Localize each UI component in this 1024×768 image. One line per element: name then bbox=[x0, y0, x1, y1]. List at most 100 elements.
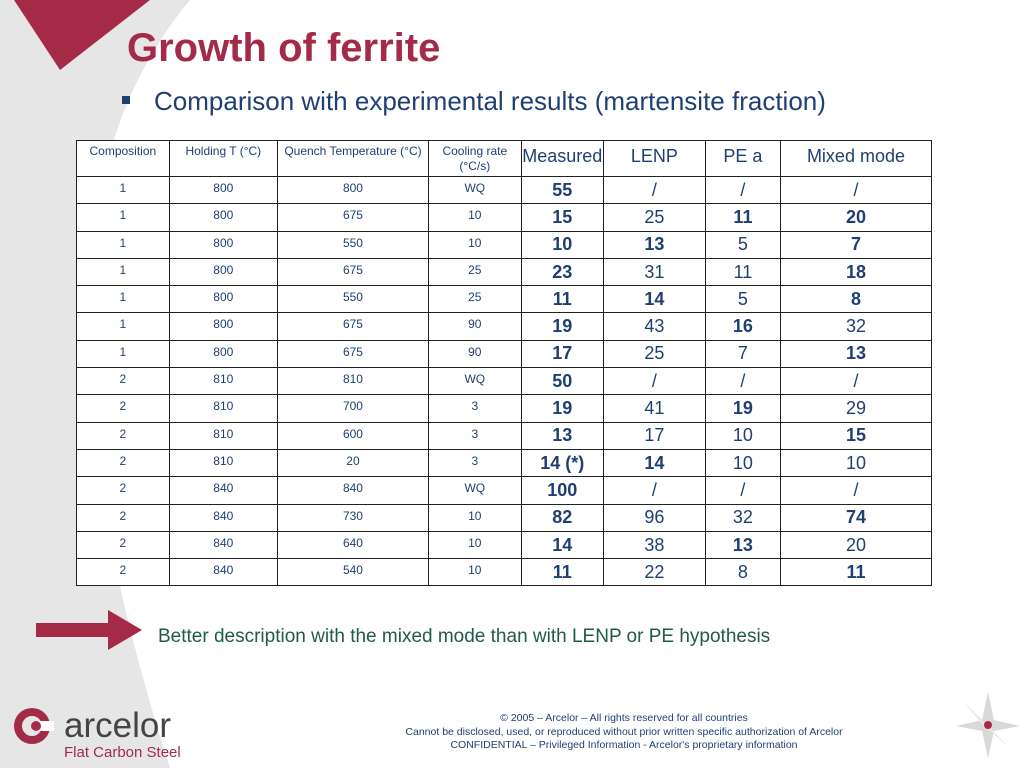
lenp-cell: / bbox=[602, 476, 706, 505]
mixed-mode-cell: 29 bbox=[779, 394, 933, 423]
cooling-rate-cell: 90 bbox=[427, 339, 522, 369]
holding-temperature-cell: 800 bbox=[168, 257, 278, 287]
cooling-rate-cell: 3 bbox=[427, 448, 522, 478]
table-row: 2 810 20 3 14 (*) 14 10 10 bbox=[76, 448, 933, 478]
composition-cell: 2 bbox=[76, 503, 170, 532]
pe-a-cell: 19 bbox=[704, 394, 781, 423]
holding-temperature-cell: 800 bbox=[168, 312, 278, 341]
table-row: 2 840 730 10 82 96 32 74 bbox=[76, 503, 933, 532]
pe-a-cell: 5 bbox=[704, 230, 781, 259]
lenp-cell: 22 bbox=[602, 558, 706, 587]
footer-legal: © 2005 – Arcelor – All rights reserved f… bbox=[324, 712, 924, 753]
holding-temperature-cell: 800 bbox=[168, 203, 278, 232]
header-pe-a: PE a bbox=[704, 140, 781, 177]
holding-temperature-cell: 800 bbox=[168, 175, 278, 205]
measured-cell: 17 bbox=[520, 339, 604, 369]
measured-cell: 19 bbox=[520, 394, 604, 423]
holding-temperature-cell: 810 bbox=[168, 421, 278, 450]
table-header-row: Composition Holding T (°C) Quench Temper… bbox=[76, 140, 933, 177]
quench-temperature-cell: 675 bbox=[276, 203, 429, 232]
quench-temperature-cell: 730 bbox=[276, 503, 429, 532]
pe-a-cell: 32 bbox=[704, 503, 781, 532]
lenp-cell: 14 bbox=[602, 285, 706, 314]
pe-a-cell: 10 bbox=[704, 421, 781, 450]
lenp-cell: 25 bbox=[602, 203, 706, 232]
holding-temperature-cell: 800 bbox=[168, 285, 278, 314]
table-row: 2 840 840 WQ 100 / / / bbox=[76, 476, 933, 505]
cooling-rate-cell: 25 bbox=[427, 285, 522, 314]
pe-a-cell: / bbox=[704, 476, 781, 505]
mixed-mode-cell: / bbox=[779, 175, 933, 205]
composition-cell: 2 bbox=[76, 530, 170, 560]
composition-cell: 1 bbox=[76, 339, 170, 369]
quench-temperature-cell: 20 bbox=[276, 448, 429, 478]
measured-cell: 11 bbox=[520, 285, 604, 314]
composition-cell: 2 bbox=[76, 394, 170, 423]
quench-temperature-cell: 550 bbox=[276, 230, 429, 259]
measured-cell: 14 bbox=[520, 530, 604, 560]
holding-temperature-cell: 800 bbox=[168, 230, 278, 259]
composition-cell: 2 bbox=[76, 421, 170, 450]
table-row: 1 800 675 25 23 31 11 18 bbox=[76, 257, 933, 287]
holding-temperature-cell: 810 bbox=[168, 448, 278, 478]
quench-temperature-cell: 800 bbox=[276, 175, 429, 205]
header-lenp: LENP bbox=[602, 140, 706, 177]
header-measured: Measured bbox=[520, 140, 604, 177]
pe-a-cell: 11 bbox=[704, 203, 781, 232]
lenp-cell: 38 bbox=[602, 530, 706, 560]
measured-cell: 82 bbox=[520, 503, 604, 532]
lenp-cell: 43 bbox=[602, 312, 706, 341]
lenp-cell: 14 bbox=[602, 448, 706, 478]
measured-cell: 55 bbox=[520, 175, 604, 205]
cooling-rate-cell: 90 bbox=[427, 312, 522, 341]
pe-a-cell: 10 bbox=[704, 448, 781, 478]
cooling-rate-cell: 3 bbox=[427, 394, 522, 423]
lenp-cell: 17 bbox=[602, 421, 706, 450]
mixed-mode-cell: 13 bbox=[779, 339, 933, 369]
pe-a-cell: / bbox=[704, 367, 781, 396]
measured-cell: 10 bbox=[520, 230, 604, 259]
lenp-cell: / bbox=[602, 175, 706, 205]
holding-temperature-cell: 810 bbox=[168, 367, 278, 396]
red-corner-triangle bbox=[14, 0, 150, 70]
holding-temperature-cell: 840 bbox=[168, 503, 278, 532]
slide-title: Growth of ferrite bbox=[127, 26, 441, 70]
composition-cell: 1 bbox=[76, 230, 170, 259]
table-row: 1 800 675 90 19 43 16 32 bbox=[76, 312, 933, 341]
table-row: 2 840 640 10 14 38 13 20 bbox=[76, 530, 933, 560]
mixed-mode-cell: 20 bbox=[779, 530, 933, 560]
bullet-item: Comparison with experimental results (ma… bbox=[122, 86, 826, 117]
table-row: 2 810 810 WQ 50 / / / bbox=[76, 367, 933, 396]
cooling-rate-cell: WQ bbox=[427, 175, 522, 205]
table-row: 2 810 700 3 19 41 19 29 bbox=[76, 394, 933, 423]
composition-cell: 2 bbox=[76, 367, 170, 396]
composition-cell: 2 bbox=[76, 448, 170, 478]
pe-a-cell: / bbox=[704, 175, 781, 205]
table-row: 1 800 550 10 10 13 5 7 bbox=[76, 230, 933, 259]
cooling-rate-cell: 10 bbox=[427, 558, 522, 587]
quench-temperature-cell: 640 bbox=[276, 530, 429, 560]
pe-a-cell: 11 bbox=[704, 257, 781, 287]
results-table: Composition Holding T (°C) Quench Temper… bbox=[76, 140, 933, 587]
measured-cell: 14 (*) bbox=[520, 448, 604, 478]
measured-cell: 100 bbox=[520, 476, 604, 505]
cooling-rate-cell: 10 bbox=[427, 203, 522, 232]
lenp-cell: 96 bbox=[602, 503, 706, 532]
mixed-mode-cell: 20 bbox=[779, 203, 933, 232]
grey-sweep-shape bbox=[0, 0, 190, 768]
header-holding-temperature: Holding T (°C) bbox=[168, 140, 278, 177]
header-cooling-rate: Cooling rate (°C/s) bbox=[427, 140, 522, 177]
bullet-text: Comparison with experimental results (ma… bbox=[154, 86, 826, 116]
holding-temperature-cell: 840 bbox=[168, 558, 278, 587]
measured-cell: 23 bbox=[520, 257, 604, 287]
holding-temperature-cell: 810 bbox=[168, 394, 278, 423]
table-row: 1 800 675 90 17 25 7 13 bbox=[76, 339, 933, 369]
header-mixed-mode: Mixed mode bbox=[779, 140, 933, 177]
quench-temperature-cell: 600 bbox=[276, 421, 429, 450]
table-row: 1 800 675 10 15 25 11 20 bbox=[76, 203, 933, 232]
cooling-rate-cell: 10 bbox=[427, 230, 522, 259]
arcelor-logo-icon bbox=[14, 708, 54, 744]
lenp-cell: 41 bbox=[602, 394, 706, 423]
pe-a-cell: 7 bbox=[704, 339, 781, 369]
composition-cell: 1 bbox=[76, 285, 170, 314]
